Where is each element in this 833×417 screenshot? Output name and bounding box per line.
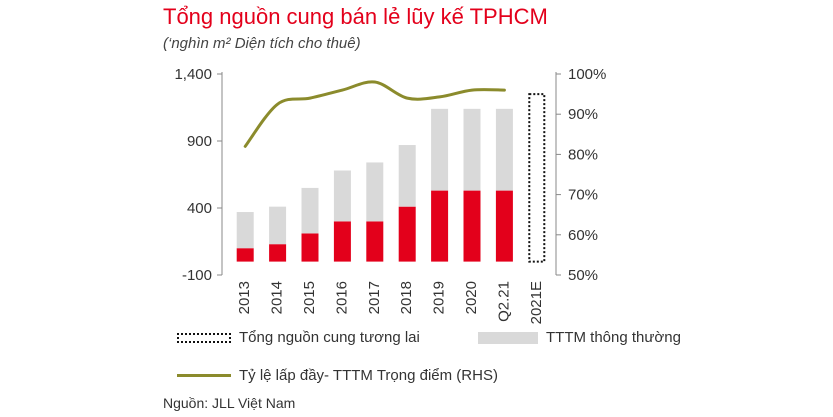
right-tick-label: 60% — [568, 227, 598, 244]
right-tick-label: 100% — [568, 66, 606, 83]
bar-regular — [333, 170, 351, 222]
left-tick-label: 1,400 — [174, 66, 212, 83]
bar-future — [528, 93, 546, 263]
right-tick-label: 90% — [568, 106, 598, 123]
bar-prime — [269, 244, 287, 262]
x-tick-label: Q2.21 — [495, 281, 512, 322]
chart-subtitle: (‘nghìn m² Diện tích cho thuê) — [163, 35, 361, 52]
legend-occupancy-label: Tỷ lệ lấp đầy- TTTM Trọng điểm (RHS) — [239, 367, 498, 384]
left-axis: 1,400 900 400 -100 — [174, 66, 223, 284]
bar-regular — [366, 162, 384, 222]
bar-regular — [301, 187, 319, 234]
occupancy-line-group — [243, 80, 506, 148]
bar-regular — [431, 108, 449, 191]
left-tick-label: 400 — [187, 200, 212, 217]
bar-prime — [431, 190, 449, 262]
chart-title: Tổng nguồn cung bán lẻ lũy kế TPHCM — [163, 4, 548, 29]
chart: 1,400 900 400 -100 100% 90% 80% 70% 60% 50% 2013… — [174, 66, 606, 324]
right-tick-label: 80% — [568, 146, 598, 163]
legend-future-label: Tổng nguồn cung tương lai — [239, 329, 420, 346]
x-tick-label: 2020 — [463, 281, 480, 314]
x-tick-label: 2015 — [301, 281, 318, 314]
bar-regular — [398, 145, 416, 207]
bar-prime — [463, 190, 481, 262]
x-tick-label: 2021E — [528, 281, 545, 324]
legend-regular-label: TTTM thông thường — [546, 329, 681, 346]
bar-prime — [236, 248, 254, 262]
legend-future-swatch — [177, 332, 231, 343]
legend-occupancy: Tỷ lệ lấp đầy- TTTM Trọng điểm (RHS) — [177, 367, 498, 384]
bar-prime — [333, 221, 351, 262]
occupancy-line — [243, 80, 506, 148]
x-tick-label: 2014 — [269, 281, 286, 314]
right-tick-label: 70% — [568, 187, 598, 204]
right-tick-label: 50% — [568, 267, 598, 284]
x-tick-label: 2018 — [398, 281, 415, 314]
x-tick-label: 2016 — [333, 281, 350, 314]
legend-occupancy-swatch — [177, 374, 231, 377]
legend-regular: TTTM thông thường — [478, 329, 681, 346]
bar-prime — [495, 190, 513, 262]
bars — [236, 93, 546, 263]
bar-regular — [236, 212, 254, 249]
left-tick-label: 900 — [187, 133, 212, 150]
x-axis-labels: 2013 2014 2015 2016 2017 2018 2019 2020 Q2.21 202… — [236, 281, 545, 324]
bar-prime — [398, 206, 416, 262]
legend-future: Tổng nguồn cung tương lai — [177, 329, 420, 346]
bar-prime — [301, 233, 319, 262]
left-tick-label: -100 — [182, 267, 212, 284]
bar-regular — [463, 108, 481, 191]
legend-regular-swatch — [478, 331, 538, 344]
x-tick-label: 2019 — [431, 281, 448, 314]
bar-prime — [366, 221, 384, 262]
bar-regular — [495, 108, 513, 191]
x-tick-label: 2017 — [366, 281, 383, 314]
right-axis: 100% 90% 80% 70% 60% 50% — [555, 66, 606, 284]
bar-regular — [269, 206, 287, 245]
source-note: Nguồn: JLL Việt Nam — [163, 395, 296, 411]
x-tick-label: 2013 — [236, 281, 253, 314]
